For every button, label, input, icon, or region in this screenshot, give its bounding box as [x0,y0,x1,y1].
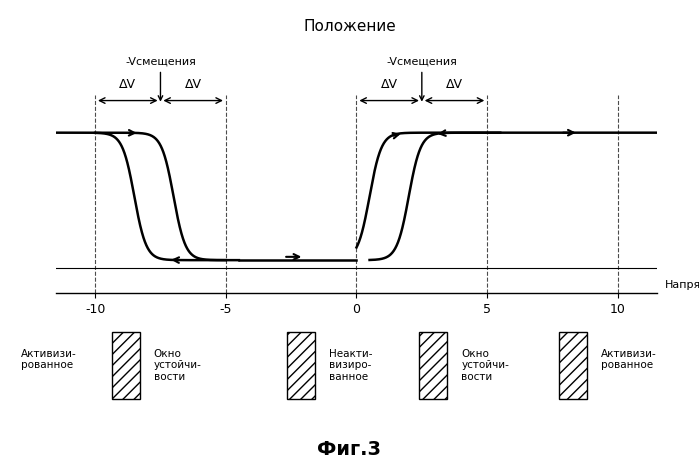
Bar [559,332,587,398]
Text: Окно
устойчи-
вости: Окно устойчи- вости [461,349,509,382]
Text: ΔV: ΔV [381,78,398,91]
Text: ΔV: ΔV [120,78,136,91]
Bar [419,332,447,398]
Text: ΔV: ΔV [185,78,201,91]
Bar [112,332,140,398]
Text: Активизи-
рованное: Активизи- рованное [21,349,77,370]
Text: Окно
устойчи-
вости: Окно устойчи- вости [154,349,201,382]
Text: Фиг.3: Фиг.3 [317,440,382,459]
Text: ΔV: ΔV [446,78,463,91]
Text: Положение: Положение [303,19,396,34]
Text: Неакти-
визиро-
ванное: Неакти- визиро- ванное [329,349,372,382]
Bar [287,332,315,398]
Text: Активизи-
рованное: Активизи- рованное [601,349,657,370]
Text: -Vсмещения: -Vсмещения [125,57,196,100]
Text: -Vсмещения: -Vсмещения [387,57,457,100]
Text: Напряжение: Напряжение [665,280,699,290]
